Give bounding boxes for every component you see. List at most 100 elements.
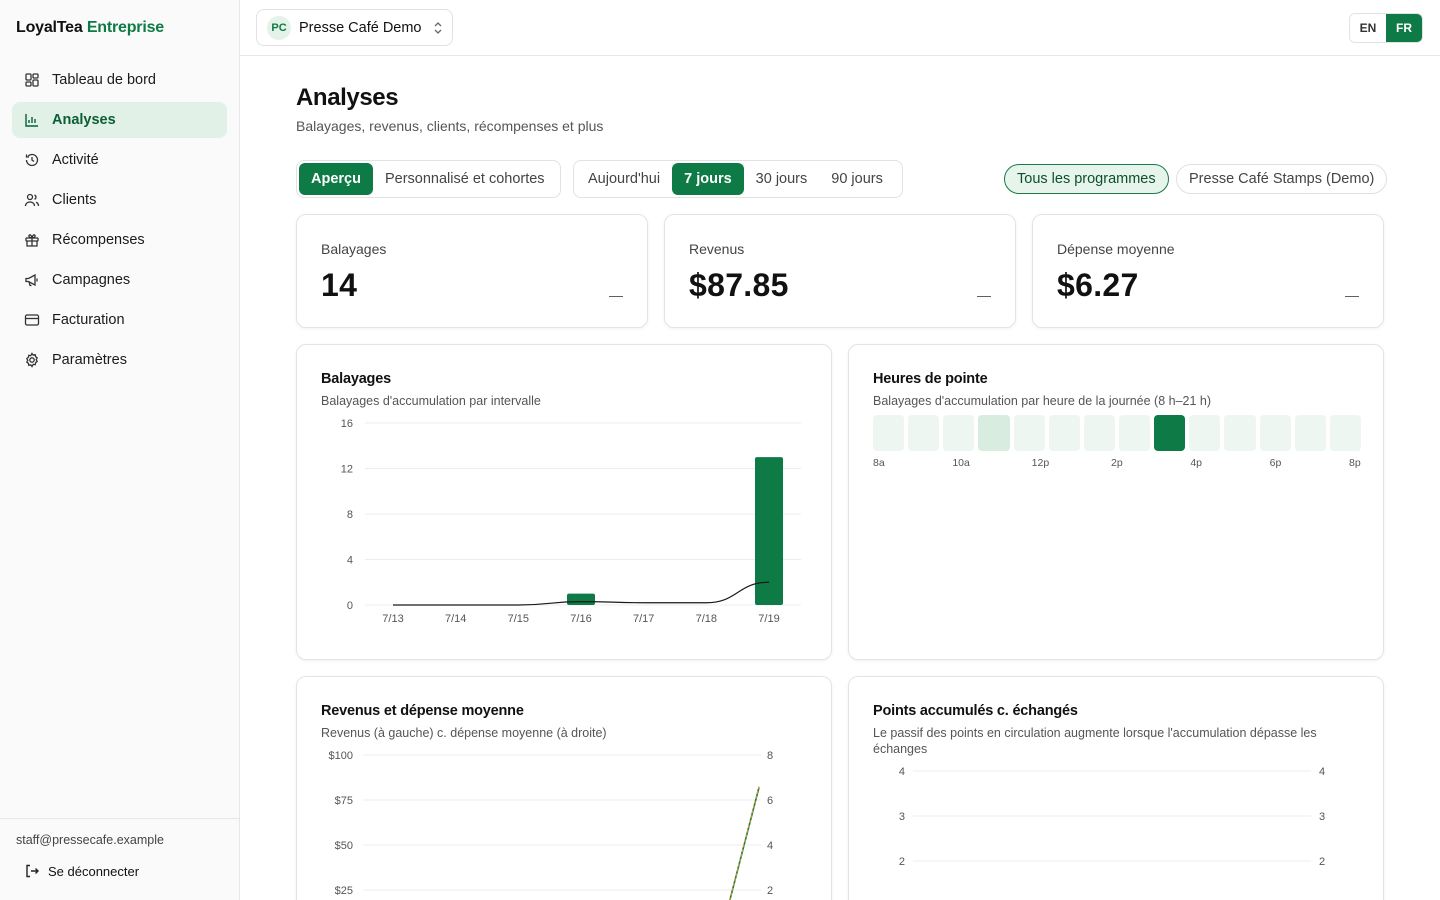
tab-90-days[interactable]: 90 jours — [831, 171, 883, 187]
bar — [567, 593, 595, 605]
sidebar-item-billing[interactable]: Facturation — [12, 302, 227, 338]
sidebar: LoyalTea Entreprise Tableau de bord Anal… — [0, 0, 240, 900]
sidebar-nav: Tableau de bord Analyses Activité Client… — [12, 62, 227, 382]
heatmap-cell — [1224, 415, 1256, 451]
brand-suffix: Entreprise — [86, 19, 164, 36]
heatmap-cell — [908, 415, 940, 451]
x-tick-label: 7/15 — [508, 613, 529, 625]
x-tick-label: 7/18 — [696, 613, 717, 625]
y-right-tick-label: 4 — [767, 840, 773, 852]
view-tabs: Aperçu Personnalisé et cohortes — [296, 160, 561, 198]
sidebar-item-label: Tableau de bord — [52, 72, 156, 88]
tab-30-days[interactable]: 30 jours — [755, 171, 808, 187]
store-selector[interactable]: PC Presse Café Demo — [256, 9, 453, 46]
logout-button[interactable]: Se déconnecter — [24, 863, 139, 879]
bar-chart-icon — [24, 112, 40, 128]
y-right-tick-label: 8 — [767, 750, 773, 762]
trend-line — [392, 581, 770, 606]
sidebar-item-rewards[interactable]: Récompenses — [12, 222, 227, 258]
y-right-tick-label: 3 — [1319, 811, 1325, 823]
kpi-change: — — [977, 287, 991, 303]
page-subtitle: Balayages, revenus, clients, récompenses… — [296, 118, 604, 134]
y-right-tick-label: 6 — [767, 795, 773, 807]
sidebar-item-campaigns[interactable]: Campagnes — [12, 262, 227, 298]
filter-presse-cafe-stamps[interactable]: Presse Café Stamps (Demo) — [1176, 164, 1388, 194]
x-tick-label: 7/17 — [633, 613, 654, 625]
sidebar-item-activity[interactable]: Activité — [12, 142, 227, 178]
y-right-tick-label: 2 — [1319, 856, 1325, 868]
chart-title: Revenus et dépense moyenne — [321, 703, 524, 719]
y-left-tick-label: $100 — [329, 750, 353, 762]
heatmap-cell — [1329, 415, 1361, 451]
tab-custom-cohorts[interactable]: Personnalisé et cohortes — [384, 171, 545, 187]
y-tick-label: 0 — [347, 600, 353, 612]
x-tick-label: 7/14 — [445, 613, 466, 625]
sidebar-item-analyses[interactable]: Analyses — [12, 102, 227, 138]
y-left-tick-label: $75 — [335, 795, 353, 807]
y-right-tick-label: 4 — [1319, 766, 1325, 778]
sidebar-item-settings[interactable]: Paramètres — [12, 342, 227, 378]
kpi-label: Dépense moyenne — [1057, 241, 1175, 257]
x-tick-label: 7/13 — [382, 613, 403, 625]
sidebar-item-label: Clients — [52, 192, 97, 208]
heatmap-cell — [943, 415, 975, 451]
heatmap-cell — [1154, 415, 1186, 451]
chart-subtitle: Revenus (à gauche) c. dépense moyenne (à… — [321, 726, 607, 740]
revenue-series-line — [729, 787, 760, 900]
chevron-up-down-icon — [434, 21, 441, 34]
heatmap-cell — [1013, 415, 1045, 451]
filter-all-programs[interactable]: Tous les programmes — [1004, 164, 1169, 194]
peak-hours-heatmap — [873, 415, 1361, 451]
y-left-tick-label: $25 — [335, 885, 353, 897]
chart-card-swipes: Balayages Balayages d'accumulation par i… — [296, 344, 832, 660]
heatmap-tick-label: 6p — [1269, 457, 1282, 469]
kpi-card-revenue: Revenus $87.85 — — [664, 214, 1016, 328]
sidebar-item-label: Paramètres — [52, 352, 127, 368]
y-left-tick-label: 2 — [899, 856, 905, 868]
heatmap-cell — [1189, 415, 1221, 451]
y-right-tick-label: 2 — [767, 885, 773, 897]
tab-today[interactable]: Aujourd'hui — [588, 171, 661, 187]
heatmap-tick-label: 2p — [1111, 457, 1123, 469]
heatmap-tick-label: 10a — [952, 457, 970, 469]
chart-subtitle: Le passif des points en circulation augm… — [873, 726, 1317, 756]
chart-title: Balayages — [321, 371, 391, 387]
megaphone-icon — [24, 272, 40, 288]
store-name: Presse Café Demo — [299, 19, 422, 36]
x-tick-label: 7/19 — [758, 613, 779, 625]
brand-logo[interactable]: LoyalTea Entreprise — [16, 19, 164, 37]
language-fr[interactable]: FR — [1386, 14, 1422, 42]
top-bar: PC Presse Café Demo EN FR — [240, 0, 1440, 56]
gear-icon — [24, 352, 40, 368]
tab-overview[interactable]: Aperçu — [299, 163, 373, 195]
heatmap-cell — [1118, 415, 1151, 451]
sidebar-item-dashboard[interactable]: Tableau de bord — [12, 62, 227, 98]
bar — [755, 457, 783, 605]
logout-icon — [26, 864, 39, 878]
sidebar-footer: staff@pressecafe.example Se déconnecter — [0, 818, 239, 900]
language-en[interactable]: EN — [1350, 14, 1386, 42]
y-left-tick-label: 4 — [899, 766, 905, 778]
kpi-change: — — [1345, 287, 1359, 303]
heatmap-cell — [1048, 415, 1080, 451]
users-icon — [24, 192, 40, 208]
dashboard-icon — [24, 72, 40, 88]
heatmap-cell — [978, 415, 1010, 451]
sidebar-item-clients[interactable]: Clients — [12, 182, 227, 218]
kpi-value: 14 — [321, 267, 358, 303]
heatmap-tick-label: 8p — [1349, 457, 1361, 469]
chart-subtitle: Balayages d'accumulation par heure de la… — [873, 394, 1212, 408]
heatmap-cell — [873, 415, 905, 451]
tab-7-days[interactable]: 7 jours — [672, 163, 744, 195]
chart-card-points: Points accumulés c. échangés Le passif d… — [848, 676, 1384, 900]
kpi-value: $6.27 — [1057, 267, 1139, 303]
sidebar-item-label: Campagnes — [52, 272, 131, 288]
x-tick-label: 7/16 — [570, 613, 591, 625]
heatmap-tick-label: 8a — [873, 457, 885, 469]
sidebar-item-label: Récompenses — [52, 232, 145, 248]
y-tick-label: 16 — [341, 418, 353, 430]
heatmap-cell — [1259, 415, 1291, 451]
y-left-tick-label: 3 — [899, 811, 905, 823]
kpi-label: Balayages — [321, 241, 387, 257]
period-tabs: Aujourd'hui 7 jours 30 jours 90 jours — [573, 160, 903, 198]
